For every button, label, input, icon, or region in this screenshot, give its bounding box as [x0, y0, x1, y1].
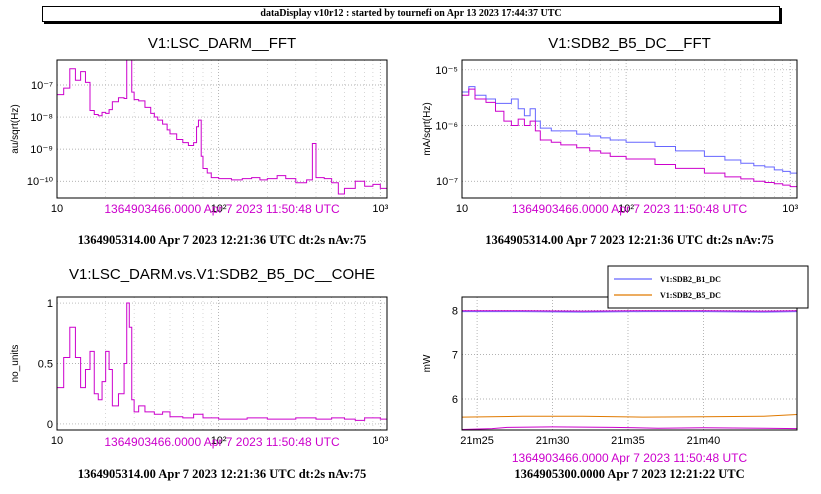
plot-frame: [56, 59, 388, 199]
series-line: [462, 86, 797, 175]
page-title-banner: dataDisplay v10r12 : started by tournefi…: [42, 6, 780, 22]
x-tick-label: 10³: [372, 203, 388, 215]
x-tick-label: 21m30: [536, 435, 570, 447]
x-tick-label: 21m40: [687, 435, 721, 447]
y-tick-label: 10⁻¹⁰: [27, 176, 54, 188]
y-axis-label: au/sqrt(Hz): [10, 104, 21, 153]
series-line: [57, 302, 387, 421]
plot-frame: [461, 59, 798, 199]
reference-time-label: 1364903466.0000 Apr 7 2023 11:50:48 UTC: [104, 202, 340, 216]
legend-box: [607, 265, 809, 309]
x-tick-label: 10²: [618, 203, 634, 215]
y-tick-label: 10⁻⁵: [435, 65, 458, 77]
y-tick-label: 8: [452, 305, 458, 317]
y-tick-label: 10⁻⁷: [436, 176, 458, 188]
x-tick-label: 21m35: [611, 435, 645, 447]
y-tick-label: 0: [47, 419, 53, 431]
x-tick-label: 10: [456, 203, 468, 215]
x-tick-label: 10²: [211, 203, 227, 215]
y-axis-label: mW: [422, 354, 433, 372]
y-tick-label: 10⁻⁸: [30, 112, 53, 124]
acquisition-info-label: 1364905314.00 Apr 7 2023 12:21:36 UTC dt…: [78, 467, 366, 481]
y-tick-label: 10⁻⁶: [435, 121, 458, 133]
x-tick-label: 10³: [372, 435, 388, 447]
plot-frame: [461, 296, 798, 431]
x-tick-label: 10: [51, 203, 63, 215]
acquisition-info-label: 1364905314.00 Apr 7 2023 12:21:36 UTC dt…: [78, 233, 366, 247]
y-tick-label: 1: [47, 298, 53, 310]
y-axis-label: mA/sqrt(Hz): [422, 102, 433, 155]
y-tick-label: 6: [452, 394, 458, 406]
y-tick-label: 0.5: [38, 359, 53, 371]
y-tick-label: 10⁻⁹: [30, 144, 53, 156]
legend-label: V1:SDB2_B5_DC: [660, 291, 721, 300]
chart-title: V1:SDB2_B5_DC__FFT: [548, 35, 711, 52]
x-tick-label: 21m25: [460, 435, 494, 447]
series-line: [57, 60, 387, 195]
acquisition-info-label: 1364905300.0000 Apr 7 2023 12:21:22 UTC: [514, 467, 744, 481]
series-line: [462, 426, 797, 430]
reference-time-label: 1364903466.0000 Apr 7 2023 11:50:48 UTC: [512, 451, 748, 465]
x-tick-label: 10: [51, 435, 63, 447]
x-tick-label: 10²: [211, 435, 227, 447]
x-tick-label: 10³: [782, 203, 798, 215]
reference-time-label: 1364903466.0000 Apr 7 2023 11:50:48 UTC: [512, 202, 748, 216]
plot-frame: [56, 296, 388, 431]
y-axis-label: no_units: [10, 345, 21, 383]
reference-time-label: 1364903466.0000 Apr 7 2023 11:50:48 UTC: [104, 435, 340, 449]
y-tick-label: 7: [452, 350, 458, 362]
series-line: [462, 413, 797, 418]
acquisition-info-label: 1364905314.00 Apr 7 2023 12:21:36 UTC dt…: [485, 233, 773, 247]
chart-title: V1:LSC_DARM.vs.V1:SDB2_B5_DC__COHE: [69, 266, 375, 283]
y-tick-label: 10⁻⁷: [31, 80, 53, 92]
chart-title: V1:LSC_DARM__FFT: [148, 35, 296, 52]
legend-label: V1:SDB2_B1_DC: [660, 275, 721, 284]
series-line: [462, 88, 797, 189]
